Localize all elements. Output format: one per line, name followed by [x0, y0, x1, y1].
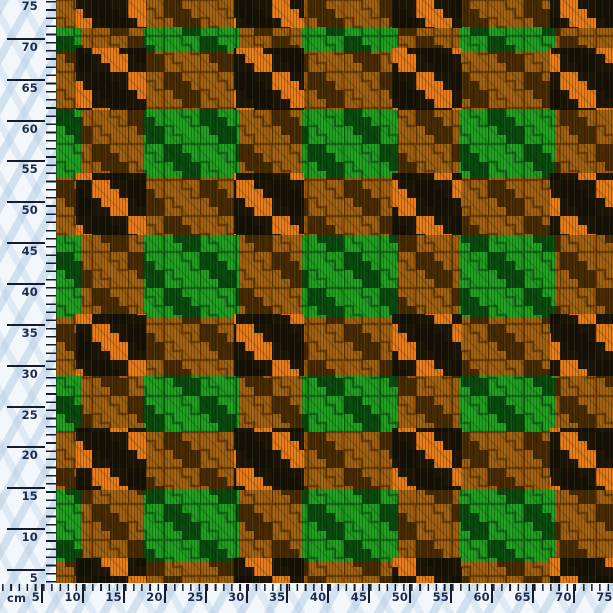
left-ruler-label-30: 30	[0, 364, 45, 381]
ruler-unit-label: cm	[7, 591, 27, 605]
bottom-ruler-label-50: 50	[384, 584, 412, 603]
bottom-ruler-label-70: 70	[548, 584, 575, 603]
left-ruler-minor-ticks	[46, 0, 56, 583]
left-ruler-label-15: 15	[0, 487, 45, 503]
left-ruler-label-75: 75	[0, 0, 38, 13]
bottom-ruler-label-15: 15	[98, 584, 125, 603]
bottom-ruler-label-75: 75	[589, 591, 613, 603]
left-ruler-label-60: 60	[0, 119, 45, 136]
bottom-ruler-label-10: 10	[57, 584, 84, 603]
bottom-ruler-label-35: 35	[261, 584, 289, 603]
left-ruler-label-55: 55	[0, 160, 45, 176]
left-ruler-label-20: 20	[0, 446, 45, 462]
bottom-ruler-label-45: 45	[343, 584, 371, 603]
left-ruler-label-5: 5	[0, 569, 45, 585]
left-ruler-label-70: 70	[0, 37, 45, 54]
left-ruler-label-25: 25	[0, 405, 45, 422]
fabric	[56, 0, 613, 583]
bottom-ruler-label-5: 5	[16, 584, 43, 603]
left-ruler: 75 70 65 60 55 50 45 40 35 30 25 20 15 1…	[0, 0, 56, 585]
left-ruler-label-45: 45	[0, 242, 45, 258]
bottom-ruler-label-40: 40	[302, 584, 330, 603]
left-ruler-label-40: 40	[0, 283, 45, 299]
bottom-ruler-minor-ticks	[0, 584, 613, 591]
left-ruler-label-65: 65	[0, 78, 45, 95]
bottom-ruler-label-20: 20	[139, 584, 166, 603]
bottom-ruler: cm 5 10 15 20 25 30 35 40 45 50 55 60 65…	[0, 583, 613, 613]
left-ruler-label-50: 50	[0, 201, 45, 217]
left-ruler-label-10: 10	[0, 528, 45, 544]
bottom-ruler-label-30: 30	[221, 584, 248, 603]
houndstooth-pattern	[56, 0, 613, 583]
bottom-ruler-label-25: 25	[180, 584, 207, 603]
bottom-ruler-label-60: 60	[466, 584, 493, 603]
bottom-ruler-label-55: 55	[425, 584, 452, 603]
bottom-ruler-label-65: 65	[507, 584, 534, 603]
left-ruler-label-35: 35	[0, 323, 45, 340]
